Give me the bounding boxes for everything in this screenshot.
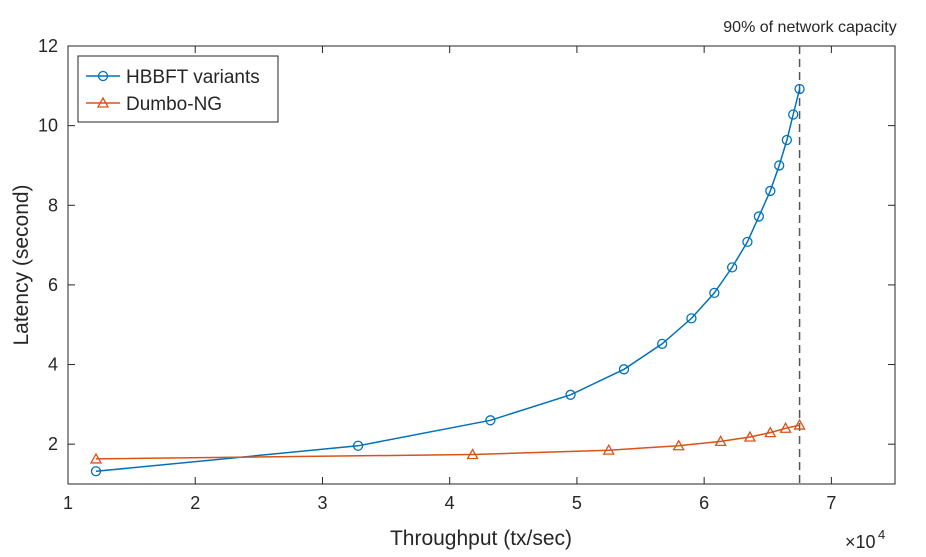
- data-point: [779, 421, 792, 433]
- data-point: [657, 338, 668, 349]
- series-line-1: [95, 424, 800, 460]
- x-tick-label: 3: [317, 493, 327, 513]
- series-layer: [89, 46, 806, 484]
- y-axis-label: Latency (second): [10, 184, 33, 345]
- data-point: [793, 418, 806, 430]
- data-point: [90, 466, 102, 477]
- x-tick-label: 6: [699, 493, 709, 513]
- y-tick-label: 2: [48, 434, 58, 454]
- legend-box: [77, 55, 279, 123]
- annotation-text: 90% of network capacity: [723, 19, 896, 36]
- data-point: [788, 109, 799, 120]
- y-tick-label: 4: [48, 355, 58, 375]
- y-tick-label: 8: [48, 195, 58, 215]
- x-multiplier-exponent: 4: [878, 527, 885, 542]
- data-point: [765, 185, 776, 197]
- x-tick-label: 1: [63, 493, 73, 513]
- data-point: [794, 83, 805, 95]
- x-axis-label: Throughput (tx/sec): [390, 527, 572, 550]
- x-tick-label: 2: [190, 493, 200, 513]
- data-point: [714, 435, 727, 447]
- data-point: [753, 211, 765, 222]
- x-tick-label: 4: [445, 493, 455, 513]
- y-tick-label: 6: [48, 275, 58, 295]
- x-tick-label: 7: [826, 493, 836, 513]
- data-point: [352, 440, 364, 451]
- data-point: [686, 313, 697, 324]
- x-multiplier-label: ×10: [845, 532, 876, 552]
- data-point: [672, 439, 685, 451]
- data-point: [764, 426, 777, 438]
- y-tick-label: 12: [38, 36, 58, 56]
- data-point: [602, 443, 615, 455]
- data-point: [781, 134, 793, 146]
- legend-marker-hbbft: [97, 70, 109, 82]
- data-point: [485, 415, 496, 426]
- legend: HBBFT variants Dumbo-NG: [77, 55, 279, 123]
- data-point: [618, 364, 630, 375]
- legend-label-dumbo: Dumbo-NG: [126, 94, 222, 115]
- data-point: [466, 448, 479, 460]
- legend-label-hbbft: HBBFT variants: [126, 67, 260, 88]
- y-tick-label: 10: [38, 116, 58, 136]
- x-tick-label: 5: [572, 493, 582, 513]
- data-point: [774, 160, 785, 171]
- series-line-0: [95, 88, 801, 473]
- data-point: [565, 389, 576, 400]
- legend-marker-dumbo: [96, 96, 110, 108]
- data-point: [726, 262, 738, 273]
- data-point: [89, 452, 103, 464]
- data-point: [743, 430, 757, 442]
- data-point: [742, 236, 753, 248]
- data-point: [709, 287, 720, 299]
